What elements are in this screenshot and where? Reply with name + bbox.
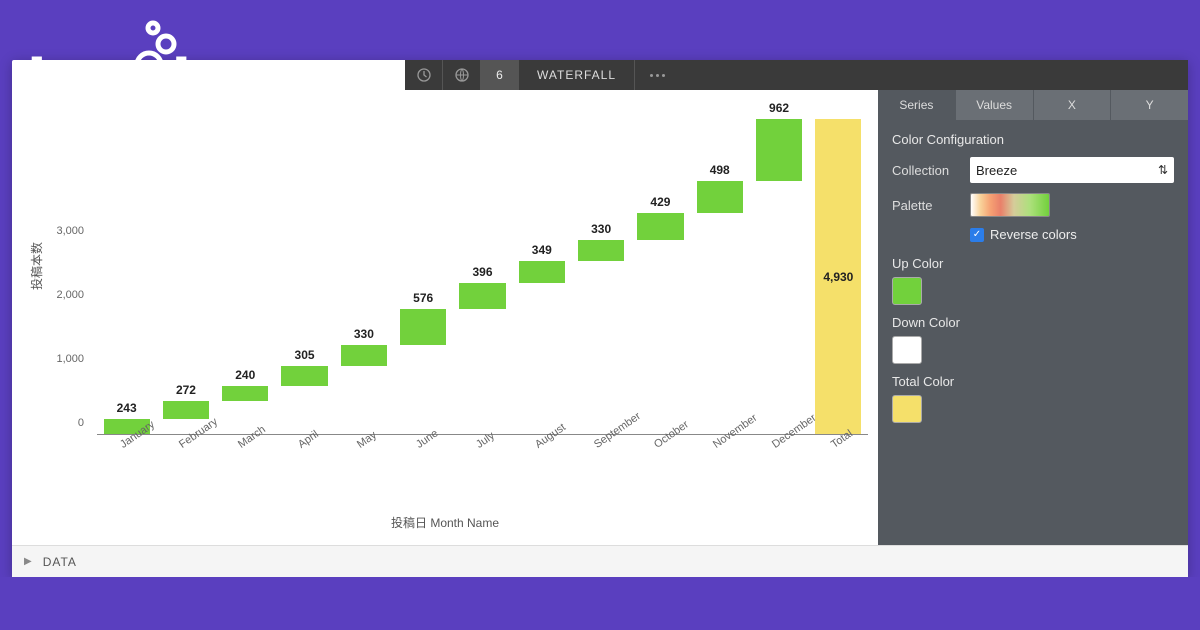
more-vis-types-button[interactable] [635,60,679,90]
waterfall-bar[interactable]: 396 [459,283,505,308]
y-tick: 2,000 [56,289,84,301]
waterfall-bar[interactable]: 305 [281,366,327,385]
data-section-header[interactable]: ▶ DATA [12,545,1188,577]
bar-value-label: 330 [591,222,611,236]
bar-value-label: 498 [710,163,730,177]
waterfall-bar[interactable]: 498 [697,181,743,213]
bar-value-label: 962 [769,101,789,115]
edit-tab-x[interactable]: X [1034,90,1112,120]
bar-value-label: 576 [413,291,433,305]
color-config-heading: Color Configuration [892,132,1174,147]
bar-value-label: 396 [472,265,492,279]
bar-value-label: 4,930 [823,270,853,284]
collection-label: Collection [892,163,960,178]
collection-select[interactable]: Breeze ⇅ [970,157,1174,183]
waterfall-tab[interactable]: WATERFALL [519,60,635,90]
waterfall-bar[interactable]: 272 [163,401,209,418]
vis-badge: 6 [496,68,503,82]
chevron-right-icon: ▶ [24,556,33,567]
edit-tab-series[interactable]: Series [878,90,956,120]
x-axis-ticks: JanuaryFebruaryMarchAprilMayJuneJulyAugu… [97,435,868,505]
waterfall-bar[interactable]: 240 [222,386,268,401]
bar-value-label: 429 [650,195,670,209]
palette-swatch[interactable] [970,193,1050,217]
bar-value-label: 349 [532,243,552,257]
waterfall-plot: 243 272 240 305 330 576 396 349 330 429 498 962 4,93… [97,115,868,435]
edit-tabs: SeriesValuesXY [878,90,1188,120]
edit-tab-y[interactable]: Y [1111,90,1188,120]
waterfall-bar[interactable]: 962 [756,119,802,180]
waterfall-bar[interactable]: 349 [519,261,565,283]
waterfall-bar[interactable]: 576 [400,309,446,346]
edit-panel: EDIT ▾ SeriesValuesXY Color Configuratio… [878,60,1188,545]
y-axis-label: 投稿本数 [28,242,45,290]
y-tick: 0 [78,417,84,429]
total-color-swatch[interactable] [892,395,922,423]
select-caret-icon: ⇅ [1158,163,1168,177]
bar-value-label: 240 [235,368,255,382]
bar-value-label: 330 [354,327,374,341]
visualization-toolbar: 6 WATERFALL [405,60,1188,90]
reverse-colors-checkbox[interactable]: ✓ [970,228,984,242]
palette-label: Palette [892,198,960,213]
y-axis-ticks: 0 1,000 2,000 3,000 [52,115,92,435]
bottom-strip [0,577,1200,630]
total-bar[interactable]: 4,930 [815,119,861,434]
bar-value-label: 305 [295,348,315,362]
total-color-label: Total Color [892,374,1174,389]
bar-value-label: 272 [176,383,196,397]
up-color-swatch[interactable] [892,277,922,305]
chart-area: 投稿本数 0 1,000 2,000 3,000 243 272 240 305 330 576… [12,90,878,545]
waterfall-bar[interactable]: 330 [578,240,624,261]
up-color-label: Up Color [892,256,1174,271]
edit-tab-values[interactable]: Values [956,90,1034,120]
vis-type-globe-icon[interactable] [443,60,481,90]
edit-panel-body: Color Configuration Collection Breeze ⇅ … [878,120,1188,445]
bar-value-label: 243 [117,401,137,415]
reverse-colors-label: Reverse colors [990,227,1077,242]
waterfall-bar[interactable]: 429 [637,213,683,240]
down-color-swatch[interactable] [892,336,922,364]
y-tick: 3,000 [56,225,84,237]
vis-type-clock-icon[interactable] [405,60,443,90]
x-axis-label: 投稿日 Month Name [12,514,878,531]
y-tick: 1,000 [56,353,84,365]
vis-type-number-icon[interactable]: 6 [481,60,519,90]
down-color-label: Down Color [892,315,1174,330]
waterfall-bar[interactable]: 330 [341,345,387,366]
